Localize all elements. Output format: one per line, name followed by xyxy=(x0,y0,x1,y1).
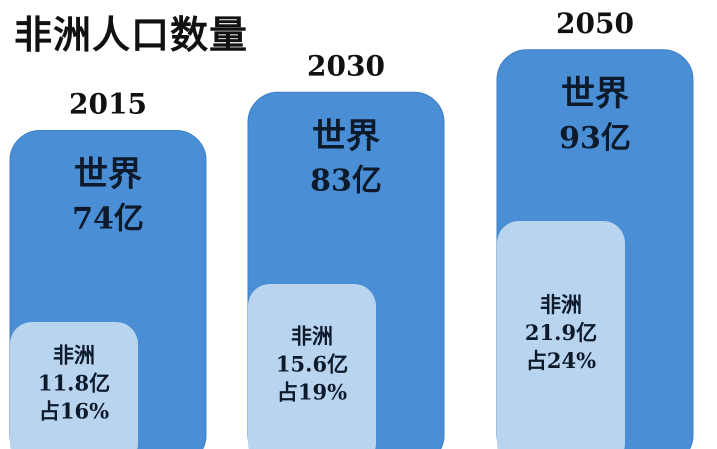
world-name-2015: 世界 xyxy=(74,155,142,195)
chart-title: 非洲人口数量 xyxy=(14,13,249,57)
year-label-2015: 2015 xyxy=(69,88,147,121)
africa-share-2015: 占16% xyxy=(39,399,109,424)
africa-bar-2015 xyxy=(10,322,138,449)
africa-name-2030: 非洲 xyxy=(291,324,333,349)
africa-value-2015: 11.8亿 xyxy=(38,371,110,396)
africa-bar-2050 xyxy=(497,221,625,449)
africa-value-2050: 21.9亿 xyxy=(525,320,597,345)
africa-name-2050: 非洲 xyxy=(540,292,582,317)
africa-name-2015: 非洲 xyxy=(53,343,95,368)
world-name-2050: 世界 xyxy=(561,74,629,114)
world-value-2050: 93亿 xyxy=(559,121,631,156)
africa-bar-2030 xyxy=(248,284,376,449)
africa-value-2030: 15.6亿 xyxy=(276,352,348,377)
world-name-2030: 世界 xyxy=(312,116,380,156)
africa-share-2050: 占24% xyxy=(526,348,596,373)
year-label-2030: 2030 xyxy=(307,49,385,82)
world-value-2030: 83亿 xyxy=(310,163,382,198)
africa-share-2030: 占19% xyxy=(277,380,347,405)
year-label-2050: 2050 xyxy=(556,7,634,40)
world-value-2015: 74亿 xyxy=(72,202,144,237)
